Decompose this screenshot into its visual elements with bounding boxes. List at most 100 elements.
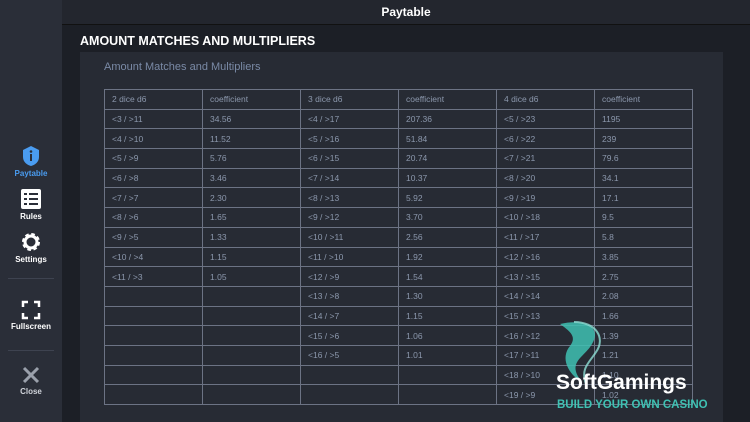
label: Fullscreen [10, 322, 51, 331]
label: Paytable [14, 169, 48, 178]
rules-button[interactable]: Rules [0, 188, 62, 221]
table-row: <15 / >6 1.06 <16 / >12 1.39 [104, 325, 693, 346]
icon [23, 146, 39, 166]
cell: <4 / >17 [300, 108, 399, 130]
separator [8, 350, 54, 351]
cell: 1.15 [202, 246, 301, 268]
cell: 5.76 [202, 148, 301, 169]
cell: <9 / >19 [496, 187, 595, 209]
column-header: 4 dice d6 [496, 89, 595, 110]
cell: <6 / >22 [496, 128, 595, 150]
close-button[interactable]: Close [0, 365, 62, 396]
cell: 34.56 [202, 108, 301, 130]
cell [202, 384, 301, 405]
paytable-button[interactable]: Paytable [0, 145, 62, 178]
cell: <8 / >20 [496, 167, 595, 189]
cell: <12 / >9 [300, 266, 399, 287]
cell: <11 / >3 [104, 266, 203, 287]
cell: 1.33 [202, 226, 301, 248]
cell: 1.05 [202, 266, 301, 287]
cell [104, 364, 203, 386]
header-row: 2 dice d6 coefficient 3 dice d6 coefficient… [104, 89, 693, 110]
cell: <8 / >6 [104, 207, 203, 228]
cell: <7 / >21 [496, 148, 595, 169]
cell: <6 / >8 [104, 167, 203, 189]
cell: 3.85 [594, 246, 693, 268]
cell: <5 / >16 [300, 128, 399, 150]
cell [398, 364, 497, 386]
table-row: <4 / >10 11.52 <5 / >16 51.84 <6 / >22 239 [104, 128, 693, 150]
cell: 2.08 [594, 285, 693, 307]
cell: 1.65 [202, 207, 301, 228]
cell: <15 / >6 [300, 325, 399, 346]
label: Settings [15, 255, 47, 264]
paytable-table: 2 dice d6 coefficient 3 dice d6 coefficient… [104, 89, 693, 405]
column-header: 3 dice d6 [300, 89, 399, 110]
cell [300, 364, 399, 386]
cell: 79.6 [594, 148, 693, 169]
cell: 2.75 [594, 266, 693, 287]
column-header: coefficient [202, 89, 301, 110]
table-row: <16 / >5 1.01 <17 / >11 1.21 [104, 344, 693, 366]
cell: 1.15 [398, 305, 497, 327]
cell: <12 / >16 [496, 246, 595, 268]
cell: <13 / >15 [496, 266, 595, 287]
cell: 5.8 [594, 226, 693, 248]
separator [8, 278, 54, 279]
cell: <3 / >11 [104, 108, 203, 130]
cell [202, 305, 301, 327]
top-bar: Paytable [62, 0, 750, 25]
cell [300, 384, 399, 405]
column-header: coefficient [398, 89, 497, 110]
cell: <10 / >11 [300, 226, 399, 248]
icon [21, 300, 41, 320]
cell [104, 384, 203, 405]
cell: <13 / >8 [300, 285, 399, 307]
cell: <7 / >14 [300, 167, 399, 189]
cell: 1195 [594, 108, 693, 130]
table-row: <13 / >8 1.30 <14 / >14 2.08 [104, 285, 693, 307]
cell: <8 / >13 [300, 187, 399, 209]
cell: <11 / >10 [300, 246, 399, 268]
watermark: SoftGamings BUILD YOUR OWN CASINO [556, 321, 708, 411]
cell: 3.70 [398, 207, 497, 228]
table-row: <18 / >10 1.10 [104, 364, 693, 386]
icon [22, 366, 40, 384]
label: Close [20, 387, 42, 396]
cell: 1.06 [398, 325, 497, 346]
cell [202, 325, 301, 346]
cell [202, 344, 301, 366]
cell: 207.36 [398, 108, 497, 130]
icon [21, 189, 41, 209]
tagline: BUILD YOUR OWN CASINO [557, 399, 708, 411]
cell: 9.5 [594, 207, 693, 228]
cell: 2.56 [398, 226, 497, 248]
cell: 1.92 [398, 246, 497, 268]
cell: 10.37 [398, 167, 497, 189]
cell: 1.30 [398, 285, 497, 307]
cell: <5 / >9 [104, 148, 203, 169]
cell [202, 285, 301, 307]
sidebar: Paytable Rules Settings Fullscreen Close [0, 0, 62, 422]
cell: <7 / >7 [104, 187, 203, 209]
settings-button[interactable]: Settings [0, 231, 62, 264]
table-row: <10 / >4 1.15 <11 / >10 1.92 <12 / >16 3.85 [104, 246, 693, 268]
cell: <5 / >23 [496, 108, 595, 130]
fullscreen-button[interactable]: Fullscreen [0, 300, 62, 331]
section-heading: AMOUNT MATCHES AND MULTIPLIERS [80, 34, 316, 48]
panel-title: Amount Matches and Multipliers [104, 61, 261, 73]
table-row: <8 / >6 1.65 <9 / >12 3.70 <10 / >18 9.5 [104, 207, 693, 228]
brand: SoftGamings [556, 371, 687, 394]
label: Rules [20, 212, 42, 221]
table-row: <19 / >9 1.02 [104, 384, 693, 405]
cell: 3.46 [202, 167, 301, 189]
column-header: coefficient [594, 89, 693, 110]
cell [104, 285, 203, 307]
table-row: <9 / >5 1.33 <10 / >11 2.56 <11 / >17 5.8 [104, 226, 693, 248]
table-row: <6 / >8 3.46 <7 / >14 10.37 <8 / >20 34.1 [104, 167, 693, 189]
cell: 51.84 [398, 128, 497, 150]
table-row: <3 / >11 34.56 <4 / >17 207.36 <5 / >23 1195 [104, 108, 693, 130]
cell: <9 / >5 [104, 226, 203, 248]
cell: <10 / >4 [104, 246, 203, 268]
cell: 17.1 [594, 187, 693, 209]
